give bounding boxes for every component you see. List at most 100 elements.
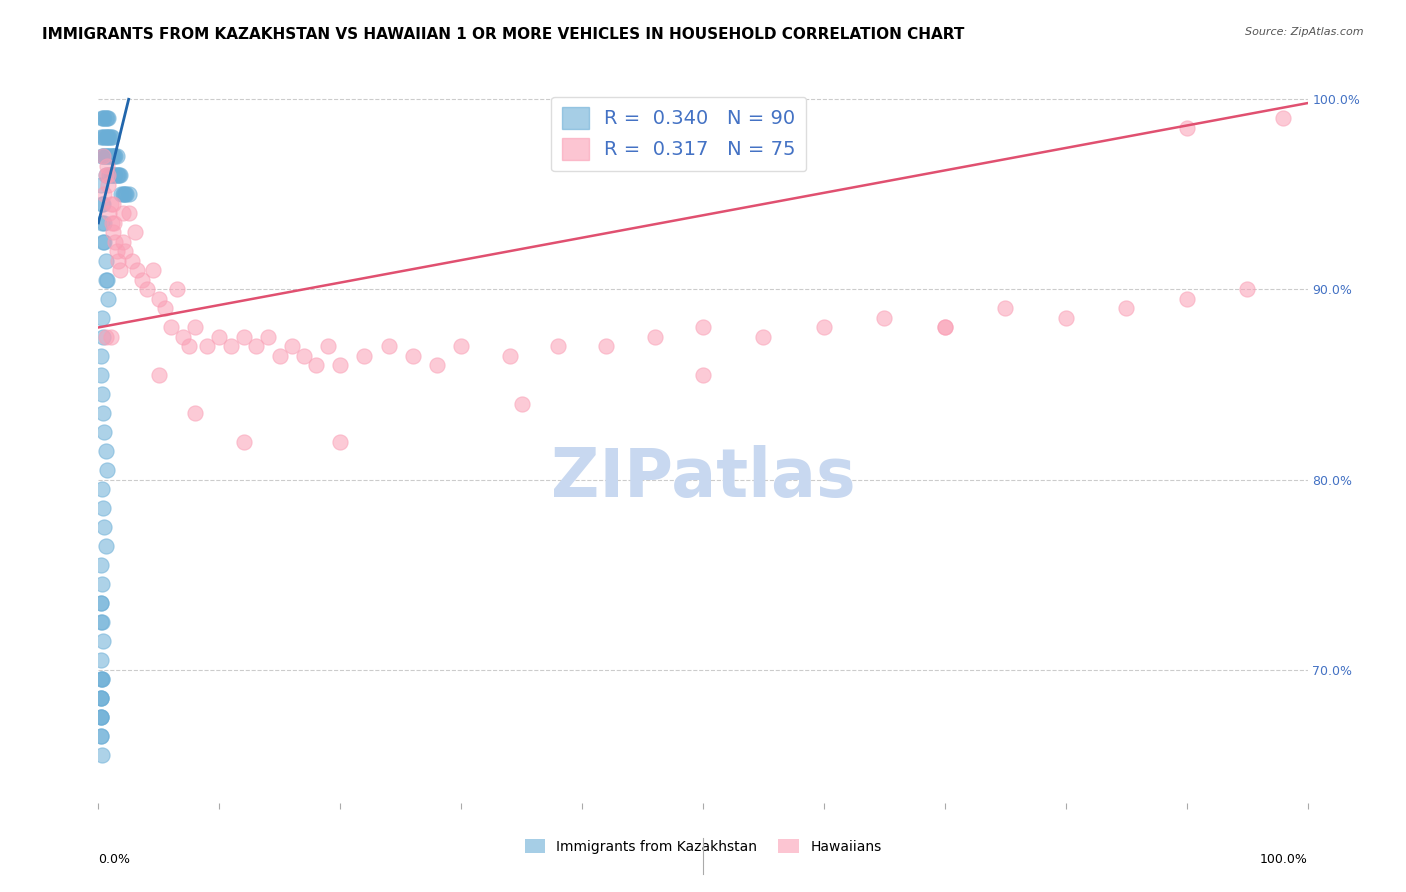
- Point: [98, 149, 121, 163]
- Point: [994, 301, 1017, 316]
- Point: [91, 149, 114, 163]
- Point: [105, 149, 128, 163]
- Point: [752, 330, 775, 344]
- Point: [98, 130, 121, 145]
- Point: [232, 330, 254, 344]
- Point: [97, 169, 120, 183]
- Point: [91, 149, 114, 163]
- Point: [91, 672, 114, 686]
- Point: [100, 197, 122, 211]
- Point: [402, 349, 425, 363]
- Point: [91, 130, 114, 145]
- Point: [96, 112, 118, 126]
- Point: [692, 368, 714, 382]
- Point: [329, 359, 352, 373]
- Point: [93, 425, 115, 439]
- Point: [135, 282, 157, 296]
- Point: [93, 187, 115, 202]
- Point: [195, 339, 218, 353]
- Point: [114, 187, 136, 202]
- Point: [91, 387, 114, 401]
- Point: [108, 263, 131, 277]
- Point: [98, 169, 121, 183]
- Point: [90, 710, 112, 724]
- Point: [98, 206, 121, 220]
- Point: [96, 463, 118, 477]
- Point: [103, 216, 125, 230]
- Point: [184, 406, 207, 420]
- Point: [94, 149, 117, 163]
- Point: [100, 169, 122, 183]
- Point: [94, 130, 117, 145]
- Point: [105, 169, 128, 183]
- Point: [93, 112, 115, 126]
- Point: [245, 339, 267, 353]
- Point: [292, 349, 315, 363]
- Point: [93, 216, 115, 230]
- Point: [873, 310, 896, 325]
- Point: [94, 539, 117, 553]
- Point: [90, 691, 112, 706]
- Point: [142, 263, 165, 277]
- Point: [100, 330, 122, 344]
- Point: [104, 235, 127, 249]
- Point: [111, 206, 134, 220]
- Point: [377, 339, 399, 353]
- Point: [96, 149, 118, 163]
- Point: [91, 112, 114, 126]
- Point: [93, 149, 115, 163]
- Point: [510, 396, 533, 410]
- Point: [90, 691, 112, 706]
- Point: [107, 169, 129, 183]
- Point: [96, 130, 118, 145]
- Point: [114, 244, 136, 259]
- Point: [305, 359, 328, 373]
- Point: [90, 349, 112, 363]
- Point: [90, 710, 112, 724]
- Point: [101, 226, 124, 240]
- Point: [101, 197, 124, 211]
- Point: [91, 634, 114, 648]
- Point: [595, 339, 617, 353]
- Point: [94, 444, 117, 458]
- Point: [1236, 282, 1258, 296]
- Point: [256, 330, 278, 344]
- Point: [160, 320, 183, 334]
- Point: [498, 349, 520, 363]
- Point: [90, 653, 112, 667]
- Point: [90, 368, 112, 382]
- Point: [91, 501, 114, 516]
- Point: [232, 434, 254, 449]
- Point: [934, 320, 956, 334]
- Point: [172, 330, 194, 344]
- Point: [90, 130, 112, 145]
- Point: [111, 187, 134, 202]
- Point: [148, 368, 170, 382]
- Point: [100, 216, 122, 230]
- Point: [148, 292, 170, 306]
- Point: [1115, 301, 1137, 316]
- Point: [118, 187, 141, 202]
- Point: [353, 349, 375, 363]
- Point: [127, 263, 149, 277]
- Point: [179, 339, 201, 353]
- Point: [112, 187, 135, 202]
- Point: [104, 169, 127, 183]
- Point: [94, 253, 117, 268]
- Point: [184, 320, 207, 334]
- Point: [1272, 112, 1295, 126]
- Text: 100.0%: 100.0%: [1260, 854, 1308, 866]
- Point: [97, 178, 120, 192]
- Point: [1175, 292, 1198, 306]
- Point: [97, 292, 120, 306]
- Point: [115, 187, 138, 202]
- Point: [90, 558, 112, 573]
- Point: [90, 729, 112, 743]
- Point: [94, 169, 117, 183]
- Text: IMMIGRANTS FROM KAZAKHSTAN VS HAWAIIAN 1 OR MORE VEHICLES IN HOUSEHOLD CORRELATI: IMMIGRANTS FROM KAZAKHSTAN VS HAWAIIAN 1…: [42, 27, 965, 42]
- Point: [450, 339, 472, 353]
- Point: [100, 130, 122, 145]
- Point: [111, 235, 134, 249]
- Point: [221, 339, 243, 353]
- Point: [93, 235, 115, 249]
